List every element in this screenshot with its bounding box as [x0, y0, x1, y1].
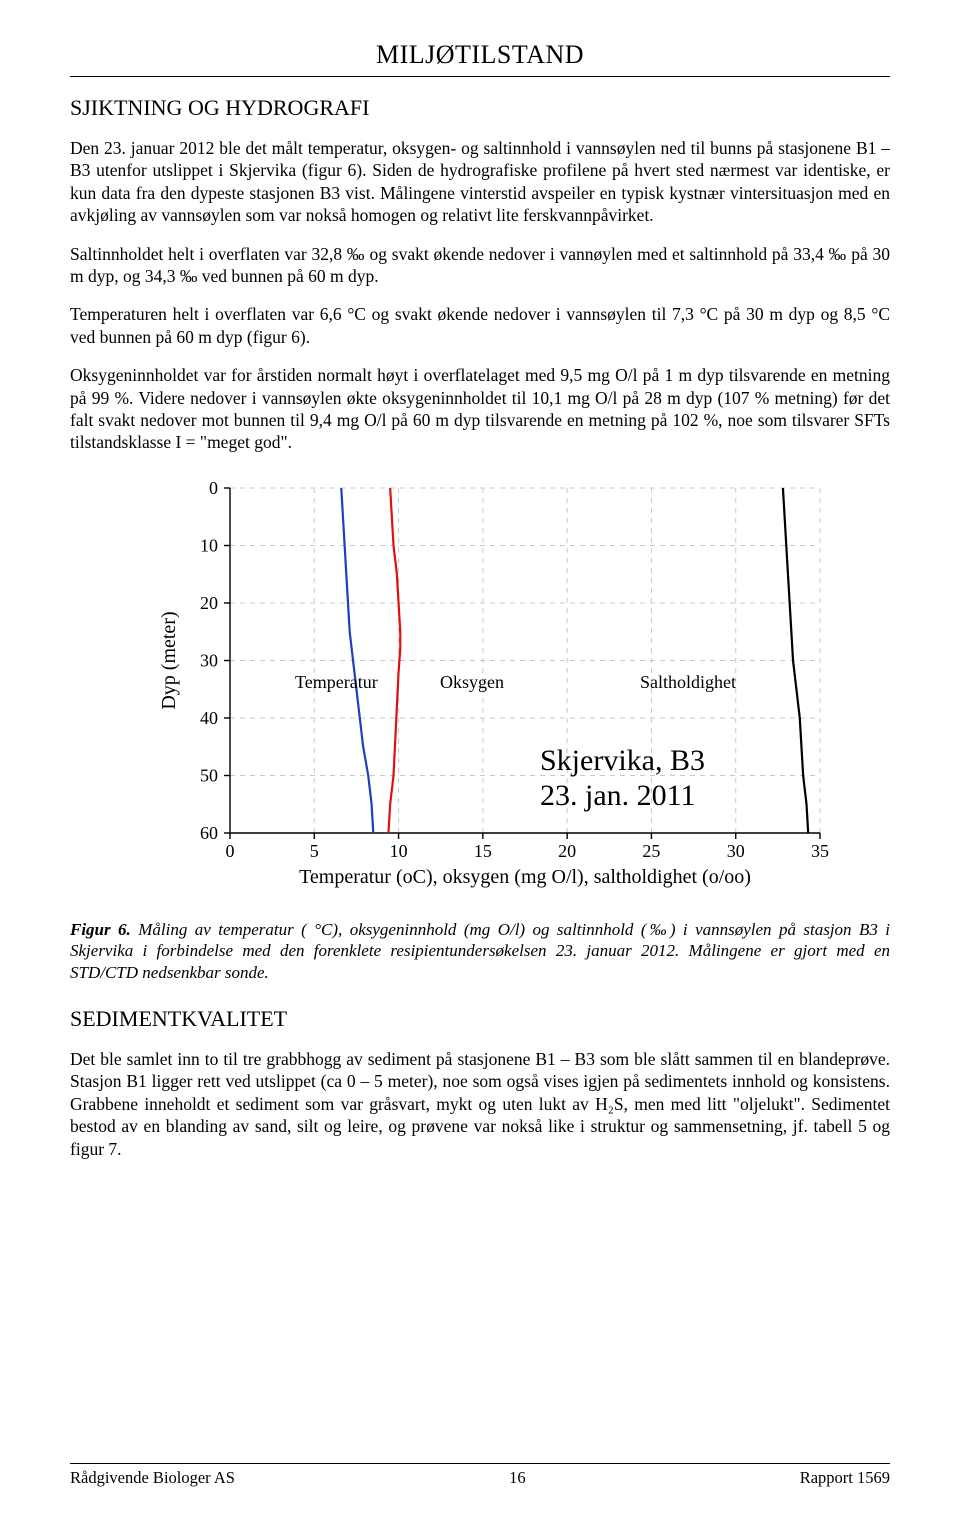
top-rule	[70, 76, 890, 77]
svg-text:30: 30	[727, 841, 745, 861]
chart-figure-6: 0 5 10 15 20 25 30 35 0 10 20 30 40 50 60 Dyp (meter) Te…	[120, 470, 840, 905]
svg-text:60: 60	[200, 823, 218, 843]
svg-text:0: 0	[226, 841, 235, 861]
paragraph: Saltinnholdet helt i overflaten var 32,8…	[70, 243, 890, 288]
section-heading-hydrografi: SJIKTNING OG HYDROGRAFI	[70, 95, 890, 121]
footer-page-number: 16	[509, 1468, 526, 1488]
figure-number: Figur 6.	[70, 920, 131, 939]
svg-text:50: 50	[200, 765, 218, 785]
paragraph: Den 23. januar 2012 ble det målt tempera…	[70, 137, 890, 227]
svg-text:Temperatur: Temperatur	[295, 672, 378, 692]
paragraph: Temperaturen helt i overflaten var 6,6 °…	[70, 303, 890, 348]
svg-text:Saltholdighet: Saltholdighet	[640, 672, 736, 692]
svg-text:Dyp (meter): Dyp (meter)	[158, 611, 180, 709]
figure-caption-text: Måling av temperatur ( °C), oksygeninnho…	[70, 920, 890, 983]
svg-text:30: 30	[200, 650, 218, 670]
profile-chart-svg: 0 5 10 15 20 25 30 35 0 10 20 30 40 50 60 Dyp (meter) Te…	[120, 470, 840, 900]
svg-text:20: 20	[200, 593, 218, 613]
svg-text:0: 0	[209, 478, 218, 498]
svg-text:40: 40	[200, 708, 218, 728]
svg-text:5: 5	[310, 841, 319, 861]
svg-text:25: 25	[642, 841, 660, 861]
footer-right: Rapport 1569	[800, 1468, 890, 1488]
svg-text:35: 35	[811, 841, 829, 861]
figure-caption: Figur 6. Måling av temperatur ( °C), oks…	[70, 919, 890, 984]
paragraph: Oksygeninnholdet var for årstiden normal…	[70, 364, 890, 454]
svg-text:23. jan. 2011: 23. jan. 2011	[540, 779, 696, 812]
page-title: MILJØTILSTAND	[70, 40, 890, 70]
svg-text:Oksygen: Oksygen	[440, 672, 504, 692]
svg-text:Skjervika, B3: Skjervika, B3	[540, 744, 705, 777]
svg-text:20: 20	[558, 841, 576, 861]
bottom-rule	[70, 1463, 890, 1464]
svg-text:10: 10	[200, 535, 218, 555]
svg-text:15: 15	[474, 841, 492, 861]
svg-text:10: 10	[390, 841, 408, 861]
page-footer: Rådgivende Biologer AS 16 Rapport 1569	[70, 1463, 890, 1488]
footer-left: Rådgivende Biologer AS	[70, 1468, 235, 1488]
svg-text:Temperatur (oC), oksygen (mg O: Temperatur (oC), oksygen (mg O/l), salth…	[299, 866, 751, 888]
section-heading-sediment: SEDIMENTKVALITET	[70, 1006, 890, 1032]
paragraph: Det ble samlet inn to til tre grabbhogg …	[70, 1048, 890, 1160]
